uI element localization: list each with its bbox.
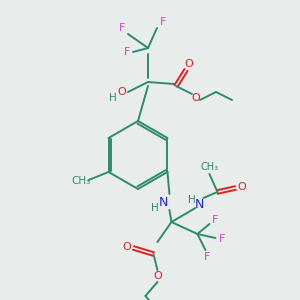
Text: F: F	[124, 47, 130, 57]
Text: O: O	[192, 93, 200, 103]
Text: N: N	[159, 196, 168, 208]
Text: F: F	[212, 215, 219, 225]
Text: F: F	[204, 252, 211, 262]
Text: H: H	[151, 203, 158, 213]
Text: H: H	[109, 93, 117, 103]
Text: O: O	[153, 271, 162, 281]
Text: F: F	[160, 17, 166, 27]
Text: N: N	[195, 197, 204, 211]
Text: O: O	[122, 242, 131, 252]
Text: O: O	[237, 182, 246, 192]
Text: O: O	[184, 59, 194, 69]
Text: O: O	[118, 87, 126, 97]
Text: F: F	[219, 234, 226, 244]
Text: F: F	[119, 23, 125, 33]
Text: CH₃: CH₃	[200, 162, 218, 172]
Text: H: H	[188, 195, 195, 205]
Text: CH₃: CH₃	[71, 176, 90, 186]
